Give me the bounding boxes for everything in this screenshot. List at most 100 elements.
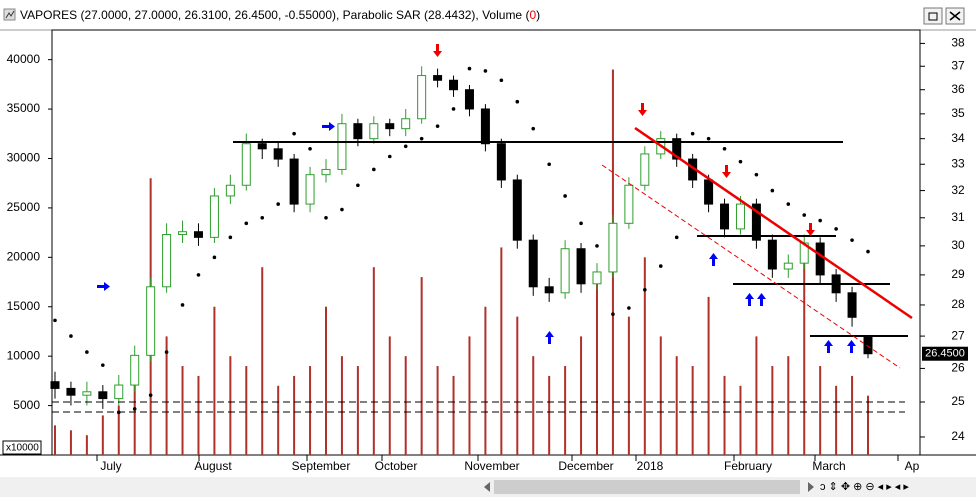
up-arrow [847,340,856,353]
header-title-main: VAPORES (27.0000, 27.0000, 26.3100, 26.4… [20,8,529,22]
y2-tick-label: 37 [951,58,965,72]
sar-dot [515,99,520,104]
header-bar [0,0,976,30]
candle-body [783,262,793,270]
candle-body [321,168,331,176]
candle-body [369,123,379,140]
sar-dot [595,244,599,248]
buy-arrows [97,122,856,353]
y2-tick-label: 36 [951,82,965,96]
sar-dot [483,69,488,73]
y2-tick-label: 33 [951,156,965,170]
y-tick-label: 20000 [7,249,41,263]
scrollbar[interactable]: ↄ ⇕ ✥ ⊕ ⊖ ◂ ▸ ◂ ▸ [0,477,976,497]
y2-tick-label: 25 [951,394,965,408]
candle-body [767,239,777,270]
scroll-left[interactable] [484,482,490,492]
sar-dot [132,407,137,411]
volume-bar [452,375,455,455]
candle-body [401,118,411,130]
sar-dot [754,172,759,177]
restore-icon [928,12,938,21]
volume-bar [309,366,312,455]
sar-dot [531,126,536,131]
candle-body [305,174,315,205]
volume-bar [325,306,327,455]
sar-dot [292,131,296,136]
volume-bar [277,385,280,455]
sar-dot [324,215,328,220]
y2-tick-label: 35 [951,106,965,120]
sar-dot [547,162,551,167]
sar-dot [850,238,854,242]
x-tick-label: March [812,459,845,473]
candle-body [672,138,682,160]
volume-bar [197,375,200,455]
y-tick-label: 10000 [7,348,41,362]
sar-dot [180,303,185,307]
volume-bar [771,366,774,455]
volume-bar [851,375,854,455]
sar-dot [722,147,727,151]
candle-body [640,153,650,186]
y2-tick-label: 24 [951,429,965,443]
down-arrow [433,44,442,57]
sell-arrows [433,44,815,236]
last-price-box [922,346,968,361]
last-price-label: 26.4500 [925,348,965,360]
up-arrow [545,331,554,344]
volume-bar [229,356,232,455]
y2-tick-label: 28 [951,297,965,311]
sar-dot [260,215,265,220]
toolbar-icons[interactable]: ↄ ⇕ ✥ ⊕ ⊖ ◂ ▸ ◂ ▸ [820,481,909,493]
y2-tick-label: 34 [951,131,965,145]
sar-dot [834,227,838,231]
candle-body [130,354,140,386]
y2-tick-label: 26 [951,361,965,375]
header-title: VAPORES (27.0000, 27.0000, 26.3100, 26.4… [20,8,540,22]
close-icon [949,11,961,21]
candle-body [512,179,522,241]
window-buttons[interactable] [923,7,965,25]
y-axis-unit: x10000 [6,443,39,454]
candle-body [162,234,172,288]
candle-body [608,222,618,273]
sar-dot [467,66,472,71]
sar-dot [770,188,775,193]
y-tick-label: 30000 [7,151,41,165]
sar-dot [627,306,631,310]
volume-bar [867,395,869,455]
sar-dot [308,147,312,151]
x-tick-label: July [100,459,121,473]
sar-dot [228,235,233,240]
x-tick-label: October [375,459,418,473]
sar-dot [419,136,424,141]
right-arrow [97,282,110,291]
y-tick-label: 15000 [7,299,41,313]
volume-bar [691,366,694,455]
x-tick-label: September [292,459,351,473]
y2-tick-label: 32 [951,183,965,197]
candle-body [353,123,363,140]
volume-bar [293,375,296,455]
sar-dot [53,318,57,323]
volume-bar [388,336,391,455]
channel-line [601,164,901,369]
volume-bar [165,336,168,455]
unit-box [2,440,42,455]
volume-bar [835,385,838,455]
candle-body [273,148,283,160]
scroll-right[interactable] [808,482,814,492]
volume-bar [516,316,519,455]
candle-body [433,75,443,81]
y2-tick-label: 31 [951,210,965,224]
sar-dot [276,202,280,206]
restore-button[interactable] [923,7,943,25]
y-tick-label: 25000 [7,200,41,214]
scroll-thumb[interactable] [494,480,800,494]
up-arrow [757,293,766,306]
sar-dot [499,78,504,83]
sar-dot [148,393,153,397]
candle-body [146,286,156,356]
